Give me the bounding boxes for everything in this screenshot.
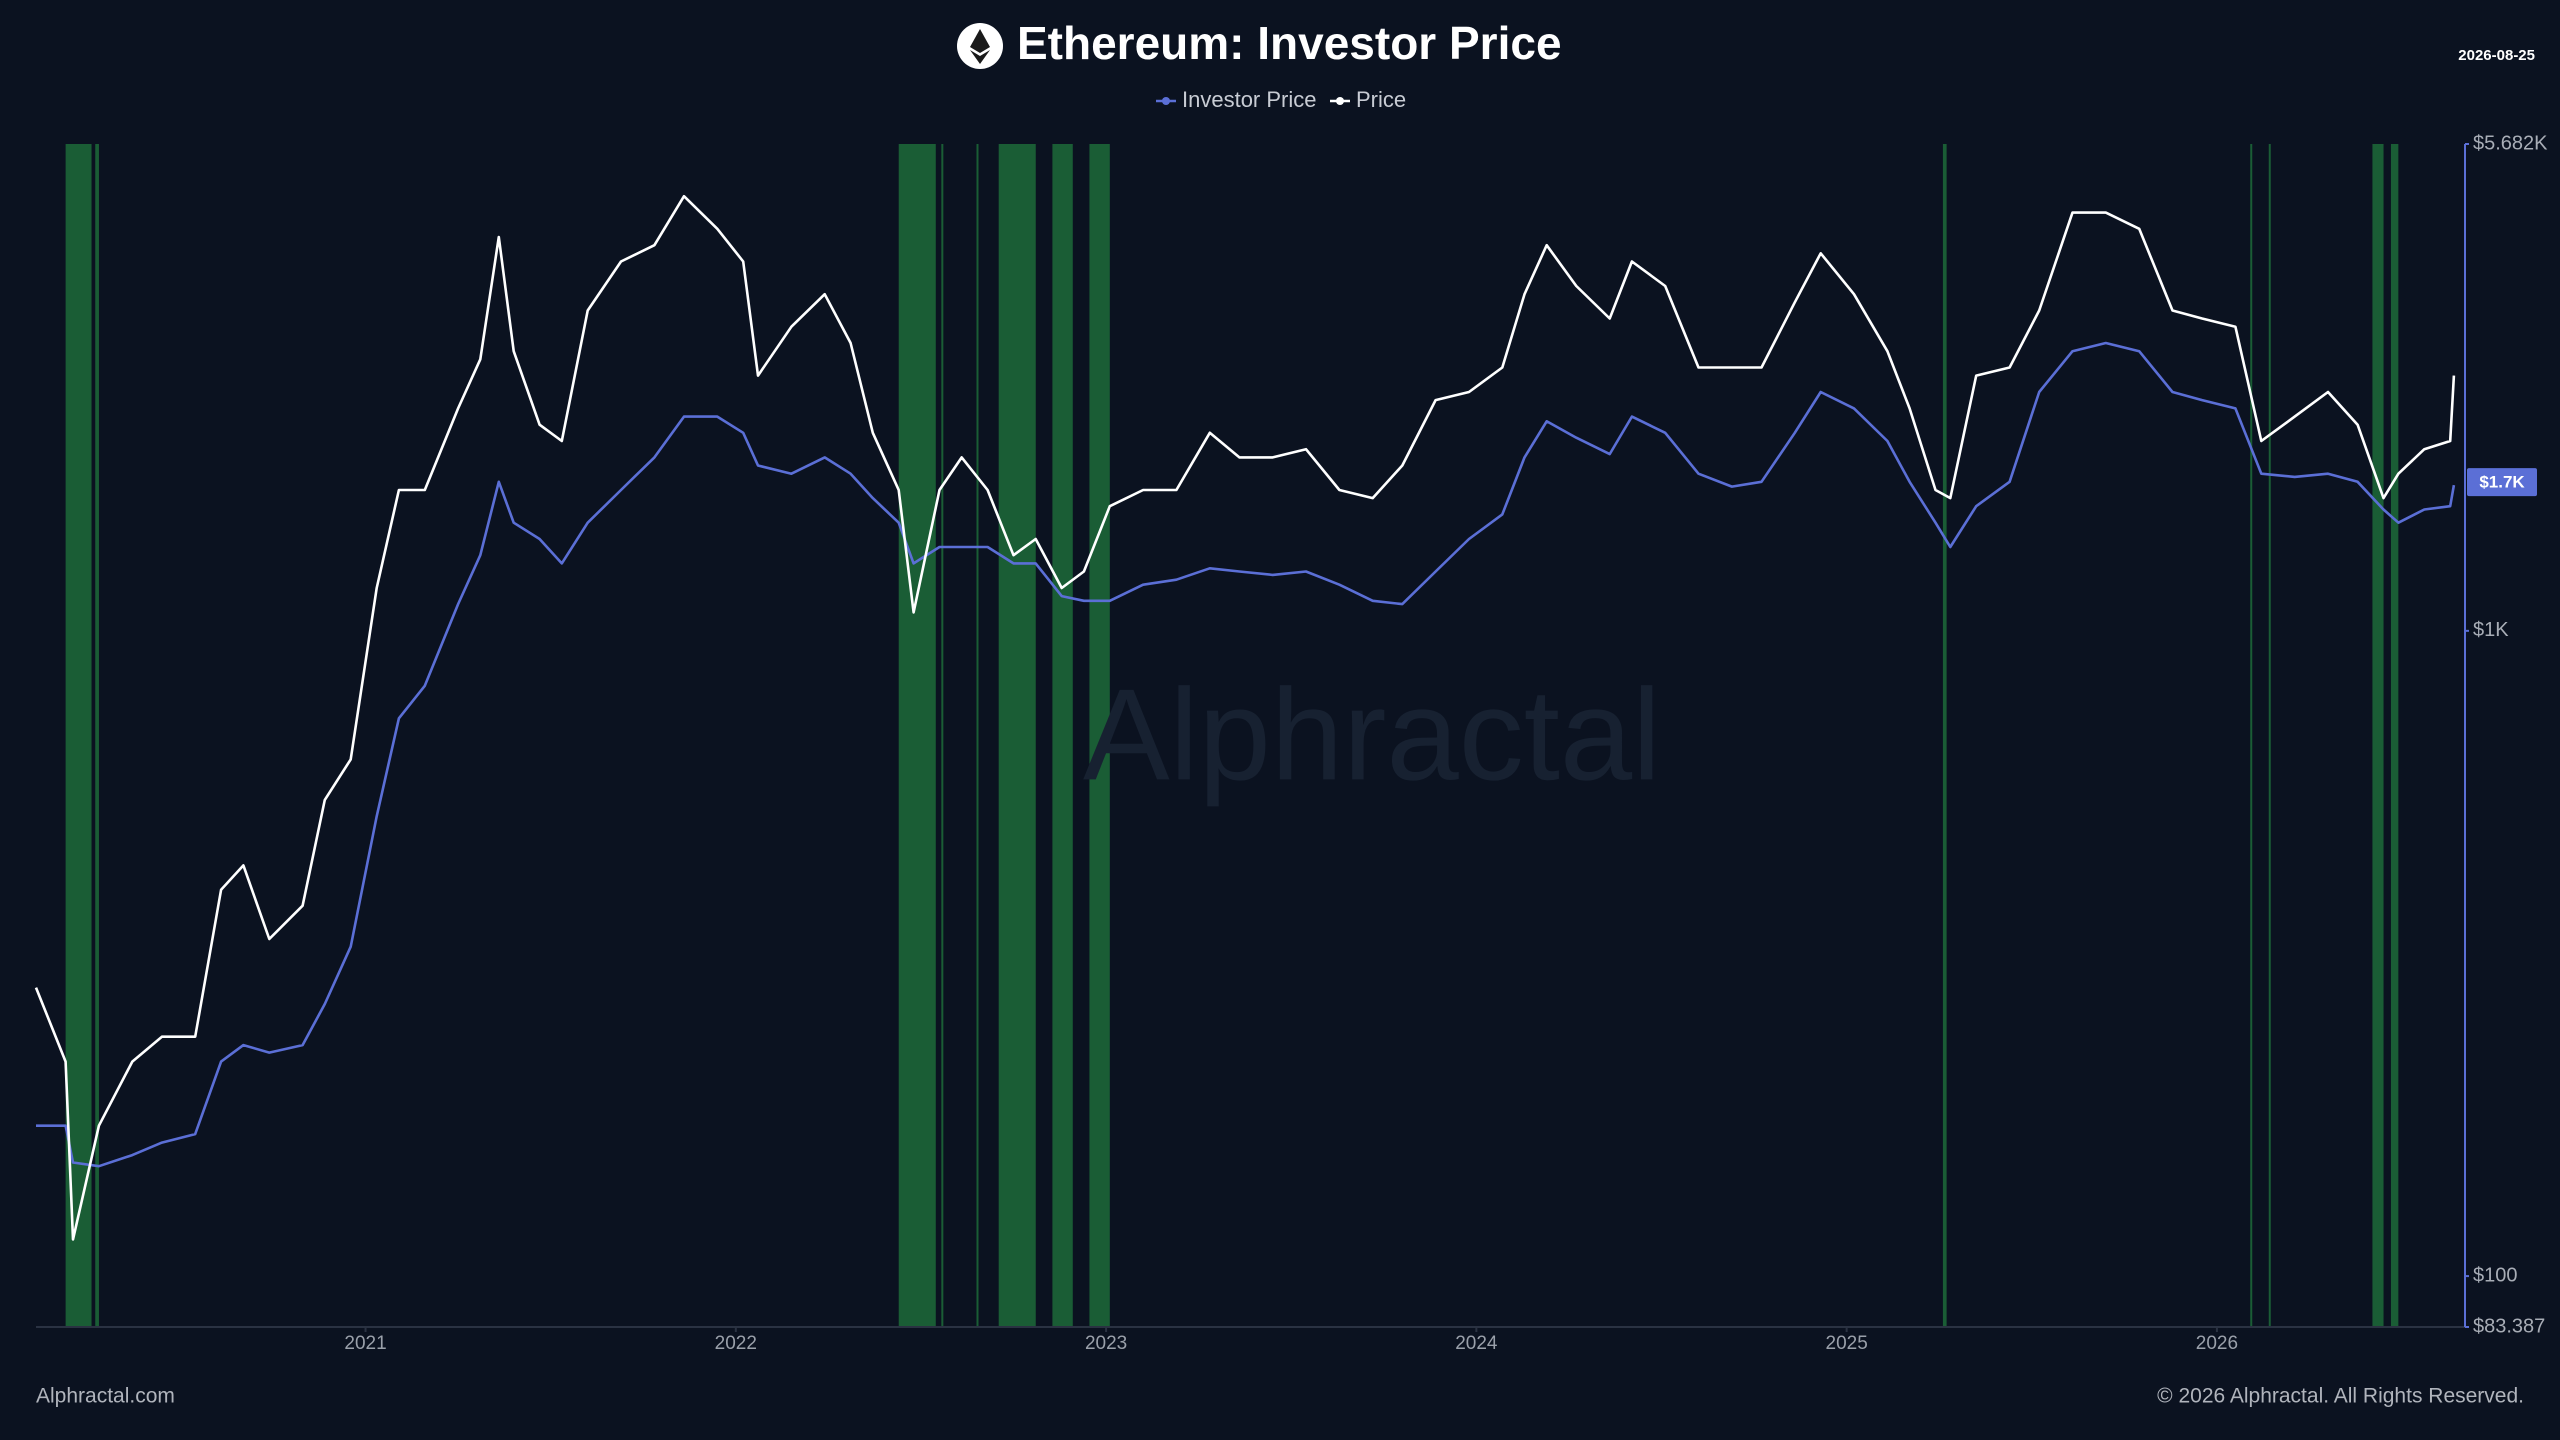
y-tick-label: $1K — [2473, 619, 2509, 641]
series-line — [34, 194, 2456, 1241]
x-tick-label: 2021 — [344, 1333, 386, 1354]
highlight-layer — [65, 144, 2399, 1327]
highlight-band — [2268, 144, 2271, 1327]
highlight-band — [898, 144, 936, 1327]
legend-label: Price — [1356, 87, 1406, 112]
highlight-band — [1089, 144, 1110, 1327]
y-tick-label: $5.682K — [2473, 132, 2548, 154]
highlight-band — [998, 144, 1036, 1327]
x-tick-label: 2025 — [1826, 1333, 1868, 1354]
highlight-band — [976, 144, 979, 1327]
highlight-band — [2250, 144, 2253, 1327]
series-line — [36, 341, 2456, 1168]
date-label: 2026-08-25 — [2458, 47, 2535, 64]
y-tick-label: $100 — [2473, 1264, 2518, 1286]
x-tick-label: 2022 — [715, 1333, 757, 1354]
highlight-band — [2372, 144, 2384, 1327]
x-tick-label: 2024 — [1455, 1333, 1498, 1354]
legend: Investor Price Price — [1156, 87, 1406, 112]
watermark: Alphractal — [1083, 661, 1661, 807]
legend-swatch-dot — [1162, 97, 1170, 105]
highlight-band — [1942, 144, 1947, 1327]
footer-right: © 2026 Alphractal. All Rights Reserved. — [2157, 1385, 2524, 1408]
chart-title: Ethereum: Investor Price — [1017, 17, 1562, 69]
highlight-band — [1052, 144, 1073, 1327]
footer-left: Alphractal.com — [36, 1385, 175, 1408]
x-tick-label: 2023 — [1085, 1333, 1127, 1354]
highlight-band — [941, 144, 944, 1327]
legend-swatch-dot — [1336, 97, 1344, 105]
eth-icon — [957, 23, 1003, 69]
highlight-band — [95, 144, 99, 1327]
eth-icon-top — [970, 29, 990, 53]
highlight-band — [2390, 144, 2399, 1327]
y-tick-label: $83.387 — [2473, 1315, 2545, 1337]
highlight-band — [65, 144, 92, 1327]
legend-label: Investor Price — [1182, 87, 1317, 112]
current-value-label: $1.7K — [2479, 473, 2525, 492]
current-value-box — [2467, 468, 2537, 497]
x-tick-label: 2026 — [2196, 1333, 2238, 1354]
eth-icon-bottom — [970, 50, 990, 64]
